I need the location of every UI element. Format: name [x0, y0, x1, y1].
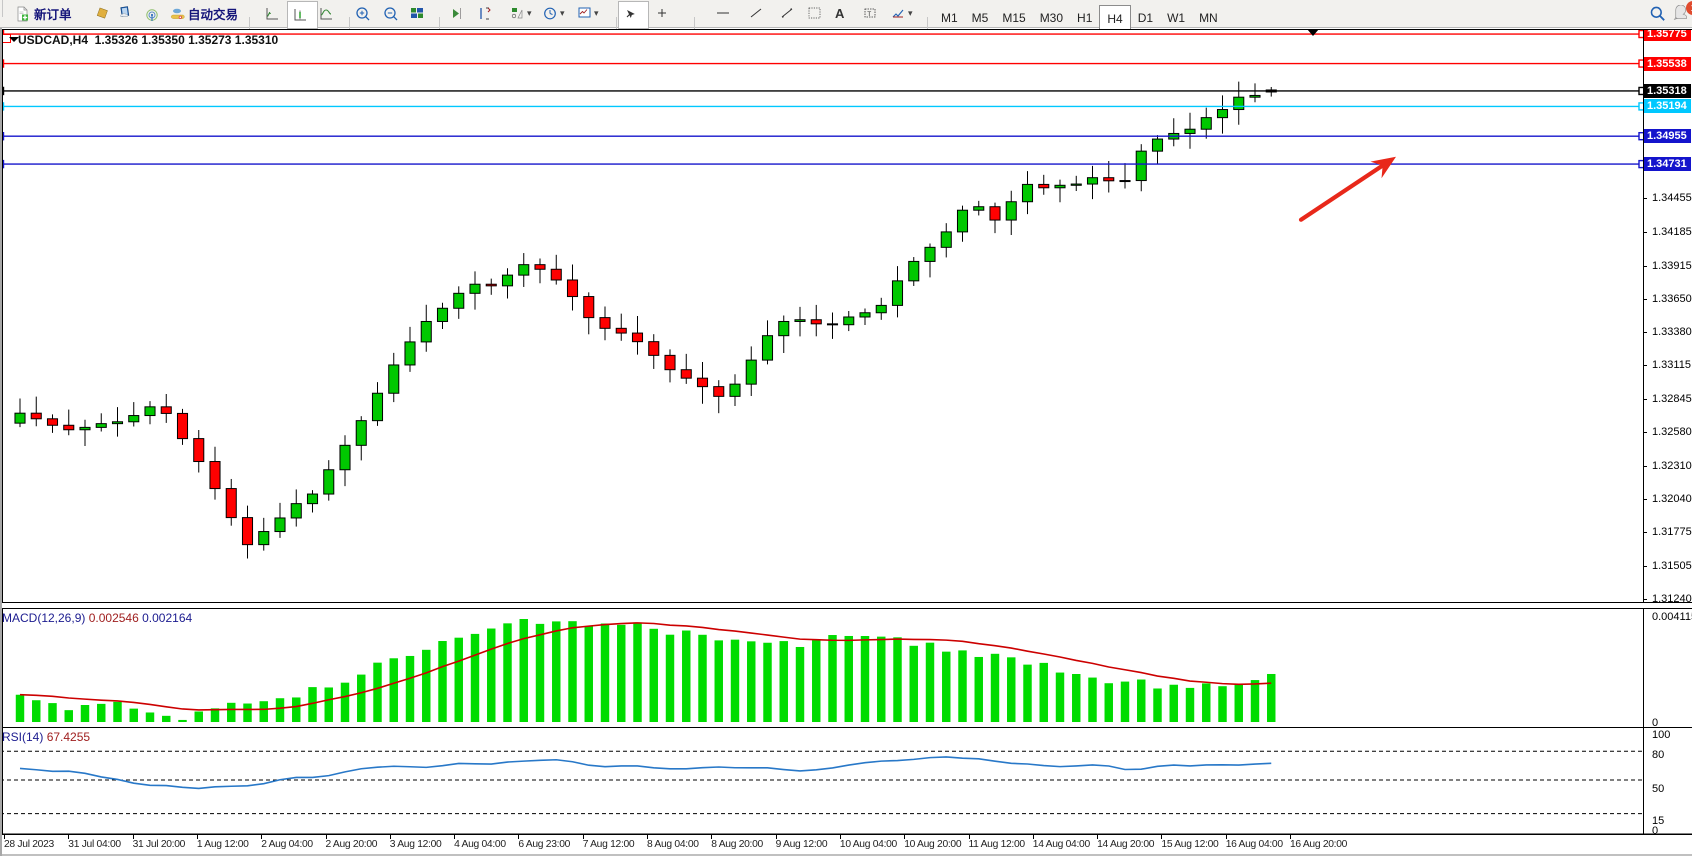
svg-text:T: T — [867, 11, 871, 18]
